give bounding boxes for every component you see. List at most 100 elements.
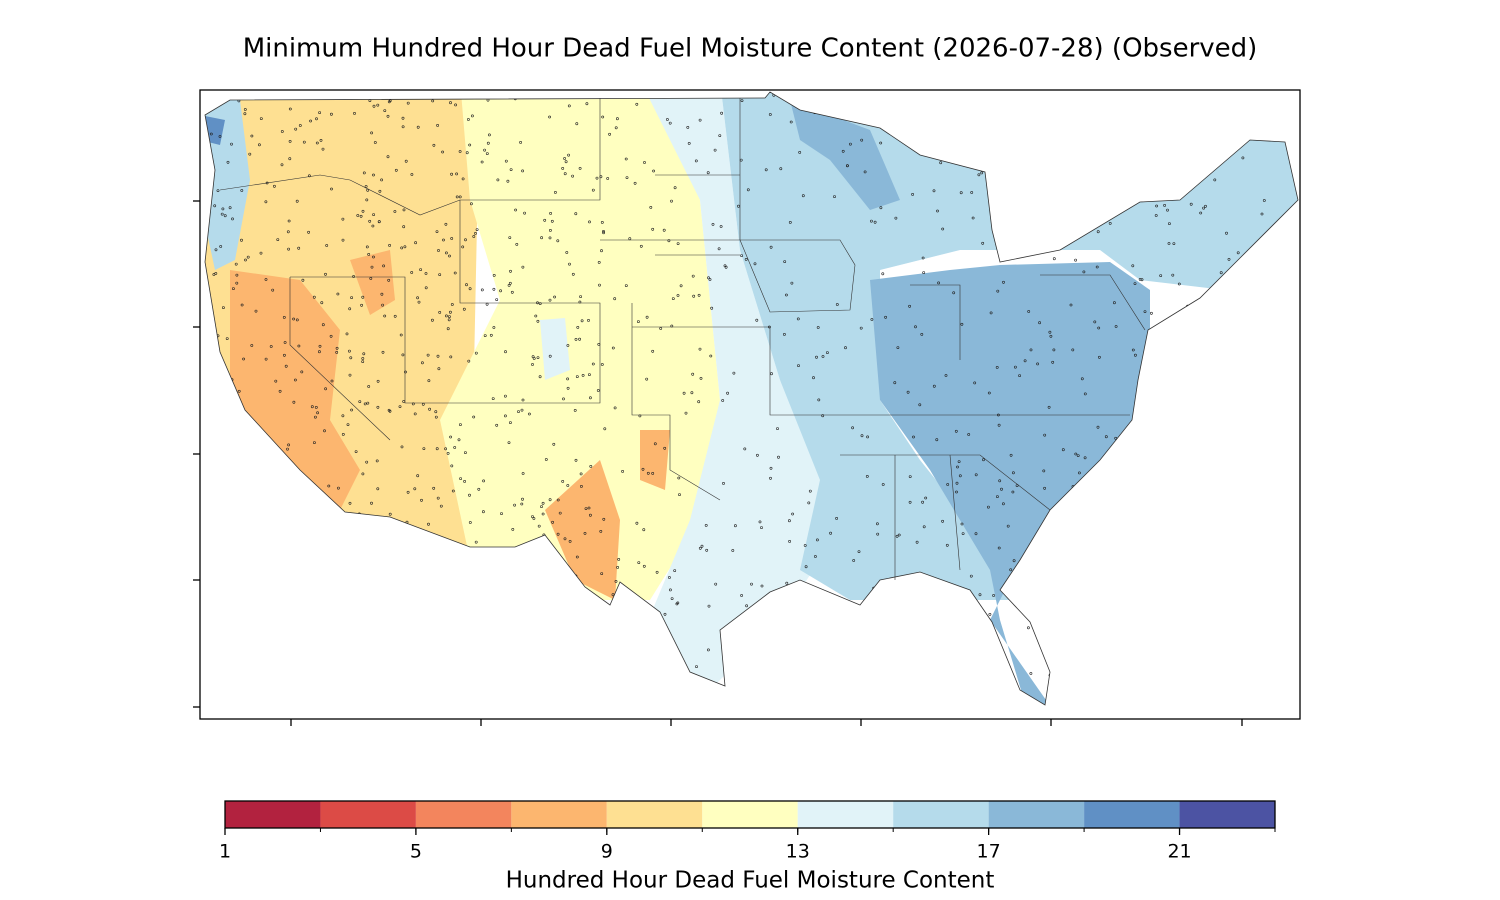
station	[941, 519, 945, 523]
station	[1039, 220, 1042, 223]
station	[476, 570, 480, 574]
station	[974, 473, 978, 477]
station	[269, 345, 273, 348]
station	[922, 525, 926, 529]
station	[376, 103, 380, 107]
station	[284, 512, 288, 515]
station	[1177, 282, 1181, 286]
station	[988, 613, 992, 616]
station	[549, 228, 552, 232]
station	[249, 697, 253, 701]
station	[292, 477, 296, 481]
station	[1071, 601, 1074, 605]
station	[1109, 637, 1112, 641]
station	[441, 150, 445, 154]
station	[1074, 564, 1078, 568]
station	[246, 255, 250, 259]
station	[1059, 112, 1063, 116]
station	[476, 678, 480, 682]
station	[264, 200, 268, 204]
station	[554, 190, 557, 194]
station	[393, 314, 397, 318]
station	[583, 532, 587, 535]
station	[926, 665, 929, 669]
station	[1113, 301, 1116, 305]
station	[212, 273, 216, 276]
station	[424, 636, 427, 640]
station	[1190, 182, 1193, 186]
station	[454, 545, 458, 548]
station	[1186, 326, 1190, 330]
station	[1252, 342, 1256, 346]
station	[1098, 355, 1101, 359]
station	[446, 327, 450, 331]
station	[1041, 545, 1045, 549]
station	[244, 258, 247, 262]
station	[961, 627, 965, 631]
station	[670, 199, 673, 203]
station	[667, 239, 671, 243]
station	[959, 191, 963, 195]
station	[266, 650, 270, 654]
station	[723, 264, 727, 268]
station	[1111, 500, 1114, 504]
station	[472, 235, 476, 238]
station	[271, 678, 275, 682]
station	[598, 283, 601, 287]
station	[911, 192, 915, 196]
station	[289, 683, 293, 687]
station	[597, 342, 601, 346]
station	[335, 350, 339, 354]
station	[1117, 154, 1121, 158]
station	[225, 562, 229, 565]
colorbar-bin	[797, 801, 894, 828]
station	[981, 241, 985, 245]
station	[908, 475, 912, 479]
station	[581, 373, 585, 377]
station	[873, 220, 877, 224]
station	[1077, 514, 1081, 518]
station	[222, 561, 225, 565]
station	[960, 322, 964, 326]
station	[438, 273, 442, 277]
station	[697, 293, 701, 297]
station	[1134, 353, 1137, 357]
station	[653, 442, 657, 446]
station	[1238, 457, 1242, 461]
station	[1096, 425, 1100, 429]
station	[508, 281, 512, 285]
station	[234, 432, 238, 436]
station	[1105, 94, 1109, 98]
station	[1052, 348, 1056, 352]
station	[421, 573, 425, 577]
station	[439, 504, 443, 508]
station	[591, 615, 595, 618]
moisture-region	[790, 100, 900, 210]
station	[1133, 282, 1137, 286]
station	[267, 637, 270, 641]
station	[694, 159, 698, 163]
station	[897, 114, 901, 118]
station	[287, 247, 291, 251]
station	[1276, 337, 1280, 341]
station	[1011, 490, 1015, 494]
station	[704, 524, 708, 527]
station	[960, 522, 964, 526]
station	[461, 245, 465, 249]
station	[348, 633, 352, 637]
station	[974, 532, 978, 536]
station	[485, 152, 489, 156]
station	[394, 168, 398, 172]
station	[1037, 622, 1041, 626]
moisture-region	[640, 92, 830, 700]
station	[1229, 680, 1233, 684]
station	[1266, 378, 1269, 382]
station	[1120, 203, 1124, 207]
station	[1173, 136, 1177, 140]
station	[812, 376, 815, 380]
station	[556, 633, 560, 636]
station	[1088, 186, 1092, 190]
station	[1078, 176, 1082, 180]
station	[775, 619, 779, 623]
station	[734, 524, 737, 528]
